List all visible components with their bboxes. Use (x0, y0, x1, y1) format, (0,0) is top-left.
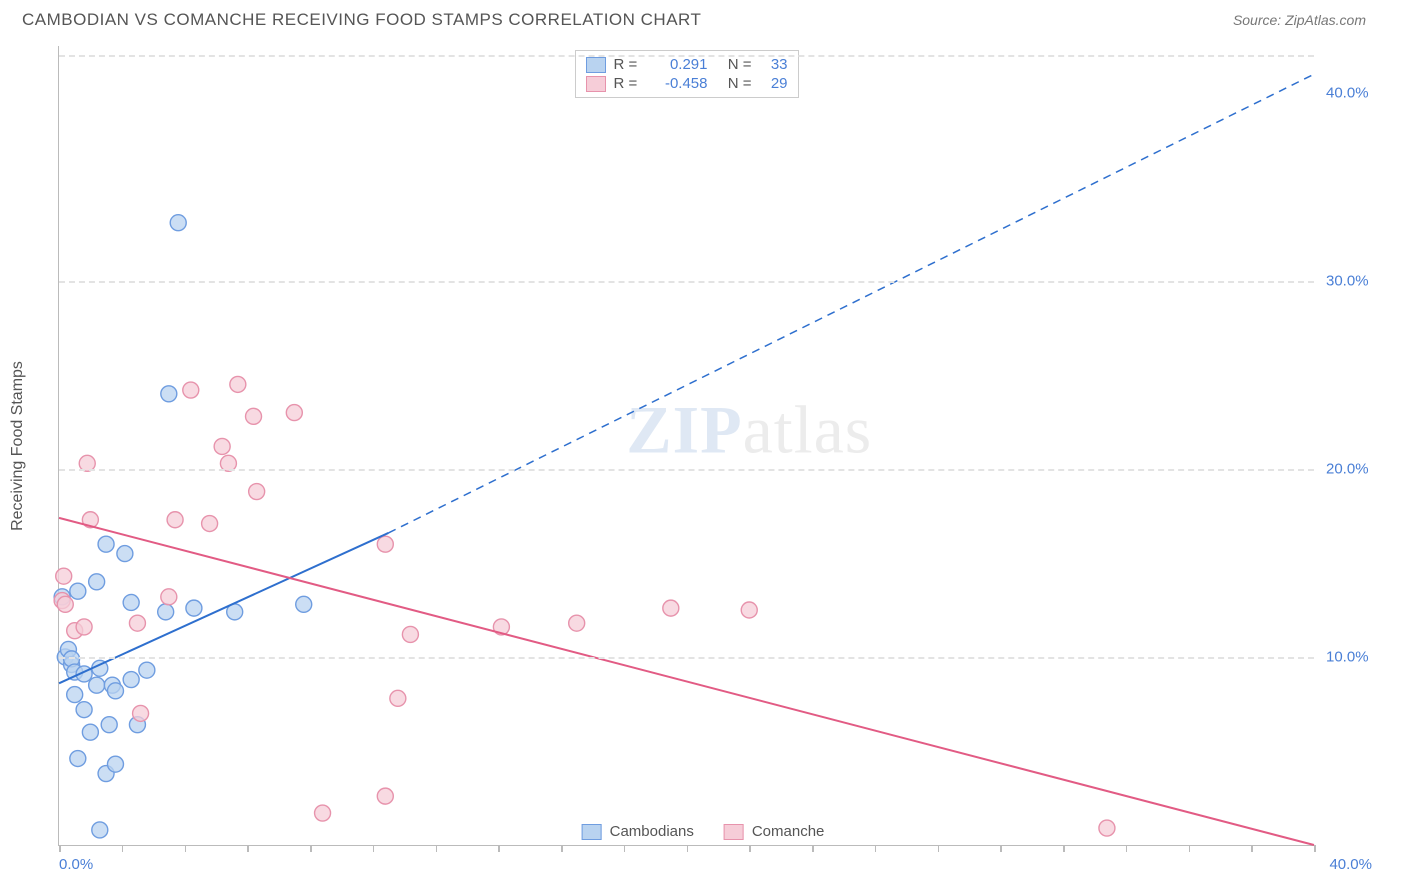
data-point (663, 600, 679, 616)
x-tick-mark (1251, 845, 1253, 852)
y-tick-label: 30.0% (1326, 273, 1369, 290)
data-point (214, 438, 230, 454)
x-tick-mark (1063, 845, 1065, 852)
data-point (377, 788, 393, 804)
x-tick-mark (561, 845, 563, 852)
x-tick-mark (749, 845, 751, 852)
page-title: CAMBODIAN VS COMANCHE RECEIVING FOOD STA… (22, 10, 701, 30)
x-tick-mark (498, 845, 500, 852)
gridline (59, 281, 1314, 283)
data-point (70, 583, 86, 599)
swatch-icon (724, 824, 744, 840)
y-tick-label: 10.0% (1326, 649, 1369, 666)
legend-label: Comanche (752, 823, 825, 840)
data-point (402, 626, 418, 642)
data-point (107, 683, 123, 699)
x-tick-mark (436, 845, 438, 852)
trend-line (59, 518, 1314, 845)
legend-label: Cambodians (610, 823, 694, 840)
data-point (107, 756, 123, 772)
data-point (139, 662, 155, 678)
data-point (183, 382, 199, 398)
x-tick-mark (122, 845, 124, 852)
data-point (315, 805, 331, 821)
legend-item: Comanche (724, 823, 825, 840)
chart-container: Receiving Food Stamps ZIPatlas R = 0.291… (22, 46, 1384, 846)
x-tick-mark (373, 845, 375, 852)
data-point (170, 215, 186, 231)
gridline (59, 55, 1314, 57)
x-tick-label: 0.0% (59, 856, 93, 873)
x-tick-mark (875, 845, 877, 852)
source-attribution: Source: ZipAtlas.com (1233, 12, 1366, 28)
trend-line (59, 533, 388, 683)
trend-line-extrapolated (388, 74, 1314, 533)
x-tick-mark (247, 845, 249, 852)
data-point (123, 594, 139, 610)
data-point (89, 677, 105, 693)
data-point (246, 408, 262, 424)
x-tick-mark (687, 845, 689, 852)
data-point (117, 546, 133, 562)
x-tick-mark (310, 845, 312, 852)
data-point (1099, 820, 1115, 836)
data-point (56, 568, 72, 584)
x-tick-label: 40.0% (1329, 856, 1372, 873)
data-point (286, 405, 302, 421)
x-tick-mark (1126, 845, 1128, 852)
data-point (57, 596, 73, 612)
data-point (76, 702, 92, 718)
legend-item: Cambodians (582, 823, 694, 840)
data-point (569, 615, 585, 631)
data-point (123, 672, 139, 688)
data-point (92, 822, 108, 838)
data-point (70, 751, 86, 767)
x-tick-mark (938, 845, 940, 852)
y-axis-label: Receiving Food Stamps (9, 361, 27, 531)
data-point (89, 574, 105, 590)
series-legend: Cambodians Comanche (582, 823, 825, 840)
data-point (249, 484, 265, 500)
x-tick-mark (185, 845, 187, 852)
data-point (377, 536, 393, 552)
data-point (186, 600, 202, 616)
data-point (133, 705, 149, 721)
x-tick-mark (1189, 845, 1191, 852)
chart-svg (59, 46, 1314, 845)
data-point (167, 512, 183, 528)
data-point (76, 619, 92, 635)
data-point (158, 604, 174, 620)
swatch-icon (582, 824, 602, 840)
x-tick-mark (1314, 845, 1316, 852)
y-tick-label: 20.0% (1326, 461, 1369, 478)
gridline (59, 657, 1314, 659)
data-point (741, 602, 757, 618)
data-point (161, 386, 177, 402)
data-point (202, 516, 218, 532)
data-point (390, 690, 406, 706)
gridline (59, 469, 1314, 471)
data-point (129, 615, 145, 631)
data-point (296, 596, 312, 612)
x-tick-mark (624, 845, 626, 852)
x-tick-mark (1000, 845, 1002, 852)
x-tick-mark (59, 845, 61, 852)
y-tick-label: 40.0% (1326, 85, 1369, 102)
plot-area: ZIPatlas R = 0.291 N = 33 R = -0.458 N =… (58, 46, 1314, 846)
data-point (98, 536, 114, 552)
data-point (67, 687, 83, 703)
data-point (161, 589, 177, 605)
x-tick-mark (812, 845, 814, 852)
data-point (82, 724, 98, 740)
data-point (230, 376, 246, 392)
data-point (101, 717, 117, 733)
